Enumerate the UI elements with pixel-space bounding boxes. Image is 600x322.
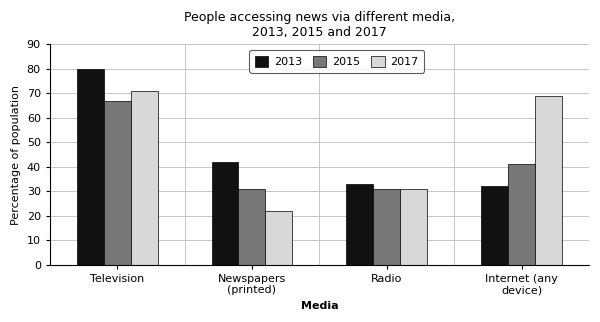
Bar [535,96,562,265]
Bar [238,189,265,265]
Y-axis label: Percentage of population: Percentage of population [11,85,21,224]
Bar [508,164,535,265]
Bar [212,162,238,265]
Bar [77,69,104,265]
Title: People accessing news via different media,
2013, 2015 and 2017: People accessing news via different medi… [184,11,455,39]
Bar [346,184,373,265]
Legend: 2013, 2015, 2017: 2013, 2015, 2017 [250,50,424,72]
Bar [481,186,508,265]
X-axis label: Media: Media [301,301,338,311]
Bar [104,101,131,265]
Bar [265,211,292,265]
Bar [131,91,158,265]
Bar [373,189,400,265]
Bar [400,189,427,265]
